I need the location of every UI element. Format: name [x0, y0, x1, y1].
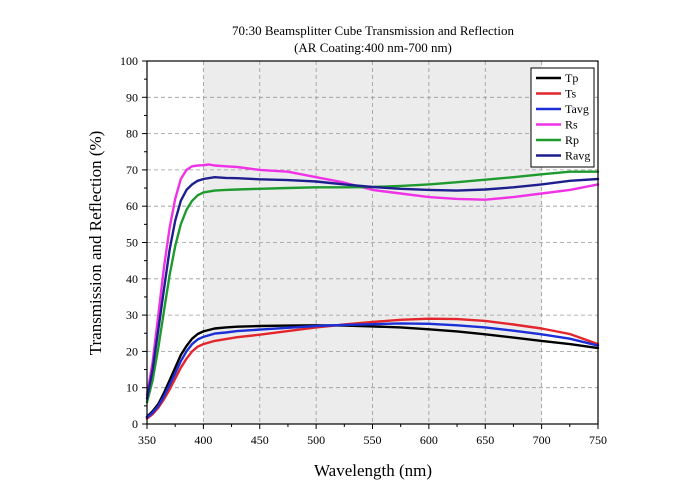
y-tick-label: 10 — [126, 381, 138, 395]
y-tick-label: 40 — [126, 272, 138, 286]
chart-title: 70:30 Beamsplitter Cube Transmission and… — [232, 23, 515, 38]
legend-label: Tavg — [565, 102, 589, 116]
x-tick-label: 500 — [307, 433, 325, 447]
x-tick-label: 650 — [476, 433, 494, 447]
x-tick-label: 700 — [533, 433, 551, 447]
y-tick-label: 60 — [126, 199, 138, 213]
y-axis-ticks: 0 10 20 30 40 50 60 70 80 90 100 — [120, 54, 147, 431]
series-line-ravg — [145, 175, 600, 400]
legend-label: Ts — [565, 87, 576, 101]
y-tick-label: 80 — [126, 127, 138, 141]
x-axis-ticks: 350 400 450 500 550 600 650 700 750 — [138, 424, 607, 447]
legend-box — [530, 67, 595, 168]
y-axis-label: Transmission and Reflection (%) — [86, 131, 105, 356]
series-line-ts — [145, 317, 600, 420]
y-tick-label: 20 — [126, 344, 138, 358]
y-tick-label: 70 — [126, 163, 138, 177]
series-lines — [145, 163, 600, 420]
legend-label: Tp — [565, 71, 578, 85]
grid-lines — [147, 61, 598, 424]
x-tick-label: 400 — [194, 433, 212, 447]
series-line-tavg — [145, 322, 600, 419]
x-tick-label: 350 — [138, 433, 156, 447]
x-tick-label: 750 — [589, 433, 607, 447]
y-tick-label: 30 — [126, 308, 138, 322]
series-line-tp — [145, 324, 600, 418]
chart-subtitle: (AR Coating:400 nm-700 nm) — [294, 40, 452, 55]
series-line-rp — [145, 170, 600, 404]
legend-label: Rp — [565, 133, 579, 147]
x-tick-label: 450 — [251, 433, 269, 447]
y-tick-label: 90 — [126, 90, 138, 104]
series-line-rs — [145, 163, 600, 397]
x-tick-label: 550 — [364, 433, 382, 447]
y-tick-label: 100 — [120, 54, 138, 68]
y-tick-label: 0 — [132, 417, 138, 431]
legend-label: Rs — [565, 118, 578, 132]
x-axis-label: Wavelength (nm) — [314, 461, 432, 480]
x-tick-label: 600 — [420, 433, 438, 447]
y-tick-label: 50 — [126, 236, 138, 250]
legend-label: Ravg — [565, 149, 590, 163]
